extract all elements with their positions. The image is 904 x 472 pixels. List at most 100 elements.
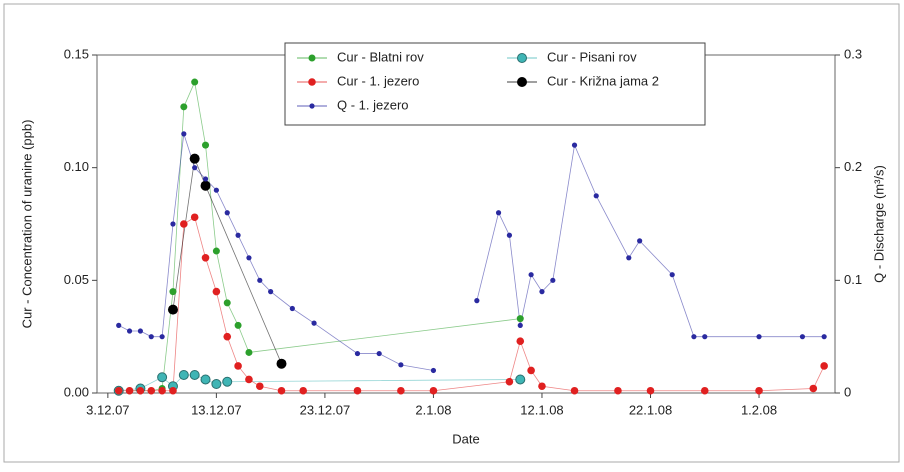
data-point xyxy=(222,376,233,387)
series-line xyxy=(118,374,521,392)
data-point xyxy=(311,320,317,326)
legend-label: Cur - 1. jezero xyxy=(337,73,419,88)
data-point xyxy=(234,321,242,329)
data-point xyxy=(158,386,166,395)
data-point xyxy=(202,176,209,182)
legend-label: Cur - Blatni rov xyxy=(337,49,424,64)
y2-axis-title: Q - Discharge (m³/s) xyxy=(871,165,886,283)
series-line xyxy=(172,157,282,364)
data-point xyxy=(539,289,545,295)
data-point xyxy=(224,210,230,216)
data-point xyxy=(516,337,525,345)
data-point xyxy=(276,358,287,369)
data-point xyxy=(202,141,210,149)
data-point xyxy=(515,374,526,385)
data-point xyxy=(570,386,579,395)
data-point xyxy=(637,238,643,244)
data-point xyxy=(527,366,535,375)
y-tick-label: 0.10 xyxy=(64,159,89,174)
x-tick-label: 13.12.07 xyxy=(191,402,242,417)
data-point xyxy=(178,369,189,380)
data-point xyxy=(125,386,134,395)
data-point xyxy=(799,334,806,340)
data-point xyxy=(190,213,199,222)
x-tick-label: 12.1.08 xyxy=(520,402,563,417)
x-tick-label: 3.12.07 xyxy=(86,402,129,417)
y-tick-label: 0.15 xyxy=(64,46,89,61)
data-point xyxy=(474,298,480,304)
data-point xyxy=(571,142,578,148)
x-tick-label: 1.2.08 xyxy=(741,402,777,417)
data-point xyxy=(201,253,210,262)
data-point xyxy=(506,232,513,238)
y-axis-title: Cur - Concentration of uranine (ppb) xyxy=(19,120,34,329)
y2-tick-label: 0.2 xyxy=(844,159,862,174)
x-tick-label: 22.1.08 xyxy=(629,402,672,417)
data-point xyxy=(137,328,144,334)
data-point xyxy=(147,386,156,395)
x-tick-label: 23.12.07 xyxy=(300,402,351,417)
legend-label: Q - 1. jezero xyxy=(337,97,409,112)
data-point xyxy=(614,386,622,395)
data-point xyxy=(550,277,556,283)
data-point xyxy=(353,386,362,395)
data-point xyxy=(246,255,252,261)
legend-label: Cur - Pisani rov xyxy=(547,49,637,64)
data-point xyxy=(245,348,253,356)
data-point xyxy=(212,247,220,255)
data-point xyxy=(809,384,818,393)
data-point xyxy=(299,386,308,395)
data-point xyxy=(354,350,361,357)
data-point xyxy=(528,272,534,278)
data-point xyxy=(200,180,211,191)
data-point xyxy=(159,334,165,340)
data-point xyxy=(397,386,405,395)
data-point xyxy=(167,304,178,315)
y-tick-label: 0.05 xyxy=(64,272,89,287)
data-point xyxy=(646,386,655,395)
data-point xyxy=(114,386,123,395)
data-point xyxy=(517,322,523,328)
legend-marker xyxy=(308,78,316,86)
data-point xyxy=(148,334,154,340)
data-point xyxy=(429,386,438,395)
data-point xyxy=(505,377,514,386)
data-point xyxy=(255,382,264,391)
legend-label: Cur - Križna jama 2 xyxy=(547,73,659,88)
data-point xyxy=(180,103,188,111)
data-point xyxy=(593,193,599,199)
data-point xyxy=(245,375,253,384)
data-point xyxy=(277,386,286,395)
data-point xyxy=(268,289,274,295)
data-point xyxy=(169,288,177,296)
legend-marker xyxy=(517,53,527,63)
data-point xyxy=(169,386,177,395)
data-point xyxy=(755,386,763,395)
data-point xyxy=(234,362,242,370)
data-point xyxy=(223,332,232,341)
data-point xyxy=(691,334,697,340)
data-point xyxy=(756,334,762,340)
data-point xyxy=(170,221,176,227)
data-point xyxy=(398,362,404,368)
legend-box xyxy=(284,42,706,126)
data-point xyxy=(376,350,382,357)
data-point xyxy=(821,334,827,340)
y2-tick-label: 0 xyxy=(844,384,851,399)
data-point xyxy=(700,386,709,395)
legend-marker xyxy=(308,54,316,62)
legend-marker xyxy=(517,77,527,87)
data-point xyxy=(538,382,546,391)
data-point xyxy=(820,362,828,370)
data-point xyxy=(191,78,199,86)
data-point xyxy=(626,255,632,261)
data-point xyxy=(157,372,168,383)
data-point xyxy=(516,315,524,323)
data-point xyxy=(181,131,187,137)
data-point xyxy=(257,277,263,283)
data-point xyxy=(235,232,241,238)
data-point xyxy=(126,328,133,334)
data-point xyxy=(211,378,222,389)
data-point xyxy=(116,322,122,328)
